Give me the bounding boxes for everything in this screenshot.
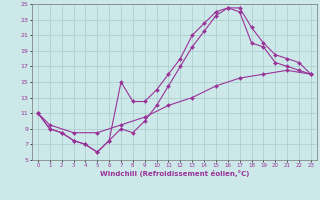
X-axis label: Windchill (Refroidissement éolien,°C): Windchill (Refroidissement éolien,°C) <box>100 170 249 177</box>
